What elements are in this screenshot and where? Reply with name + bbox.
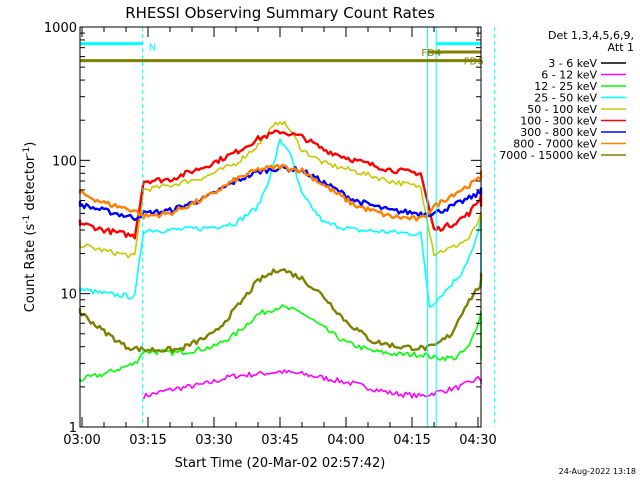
series-line-5 — [78, 129, 483, 240]
legend-label-7: 800 - 7000 keV — [513, 138, 597, 151]
status-bar-label-0: N — [149, 43, 156, 54]
x-axis-label: Start Time (20-Mar-02 02:57:42) — [175, 456, 386, 471]
x-tick-label-1: 03:15 — [129, 433, 166, 448]
y-axis-label-main: Count Rate (s — [23, 224, 38, 313]
tick-layer: 1 10 100 1000 03:00 03:15 03:30 03:45 04:00 04:15… — [44, 21, 497, 448]
x-tick-label-2: 03:30 — [195, 433, 232, 448]
status-bar-label-2: FD6 — [464, 57, 484, 68]
series-line-7 — [78, 163, 483, 222]
y-axis-label-end: ) — [23, 142, 38, 147]
series-line-6 — [78, 164, 483, 222]
x-tick-label-5: 04:15 — [393, 433, 430, 448]
series-line-3 — [79, 138, 482, 308]
x-tick-label-4: 04:00 — [327, 433, 364, 448]
x-tick-label-0: 03:00 — [63, 433, 100, 448]
legend-label-1: 6 - 12 keV — [541, 69, 597, 82]
legend-label-3: 25 - 50 keV — [534, 92, 597, 105]
y-axis-label-tail: detector — [23, 155, 38, 215]
y-tick-label-1: 10 — [60, 288, 77, 303]
series-line-2 — [79, 304, 482, 383]
legend-header-line-2: Att 1 — [608, 41, 634, 54]
y-axis-label-sup: -1 — [22, 215, 32, 224]
legend-header-line-1: Det 1,3,4,5,6,9, — [548, 29, 634, 42]
y-axis-label-sup2: -1 — [22, 147, 32, 156]
y-axis-label: Count Rate (s-1 detector-1) — [22, 142, 38, 313]
footer-timestamp: 24-Aug-2022 13:18 — [559, 467, 636, 476]
legend-label-0: 3 - 6 keV — [548, 57, 597, 70]
x-tick-label-6: 04:30 — [459, 433, 496, 448]
chart-title: RHESSI Observing Summary Count Rates — [125, 4, 435, 22]
legend-label-6: 300 - 800 keV — [520, 126, 597, 139]
series-line-1 — [142, 369, 482, 400]
series-line-8 — [78, 268, 483, 353]
legend-label-2: 12 - 25 keV — [534, 80, 597, 93]
x-tick-label-3: 03:45 — [261, 433, 298, 448]
legend-label-5: 100 - 300 keV — [520, 115, 597, 128]
y-tick-label-0: 1 — [69, 421, 77, 436]
data-layer: N FD4 FD6 — [78, 27, 496, 427]
status-bar-label-1: FD4 — [421, 48, 441, 59]
legend-label-4: 50 - 100 keV — [527, 103, 597, 116]
y-tick-label-3: 1000 — [44, 21, 77, 36]
legend-label-8: 7000 - 15000 keV — [499, 149, 597, 162]
y-tick-label-2: 100 — [52, 154, 77, 169]
